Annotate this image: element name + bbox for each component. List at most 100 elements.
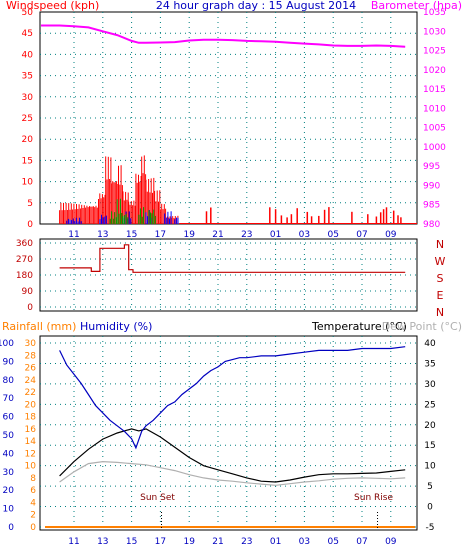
top-x-tick-label: 17	[155, 230, 166, 240]
wind-bars	[59, 155, 417, 224]
dew-point-axis-label: Dew Point (°C)	[382, 320, 462, 333]
rainfall-tick-label: 6	[30, 486, 36, 496]
humidity-axis-ticks: 0 10 20 30 40 50 60 70 80 90 100	[0, 339, 14, 533]
sun-annotations: Sun Set Sun Rise	[140, 493, 393, 530]
baro-tick-label: 990	[423, 181, 440, 191]
rainfall-tick-label: 24	[25, 376, 37, 386]
dew-point-line	[59, 460, 406, 486]
humidity-tick-label: 100	[0, 339, 14, 349]
baro-tick-label: 1025	[423, 47, 446, 57]
temperature-tick-label: -5	[426, 523, 435, 533]
top-x-tick-label: 07	[356, 230, 367, 240]
top-grid	[40, 12, 417, 224]
wind-tick-label: 5	[27, 199, 33, 209]
top-x-tick-label: 09	[385, 230, 397, 240]
humidity-tick-label: 60	[3, 413, 15, 423]
rainfall-tick-label: 12	[25, 449, 36, 459]
humidity-tick-label: 70	[3, 394, 15, 404]
compass-label: N	[436, 238, 444, 251]
bottom-x-tick-label: 15	[126, 537, 137, 547]
baro-tick-label: 1020	[423, 66, 446, 76]
bottom-x-axis-ticks: 11 13 15 17 19 21 23 01 03 05 07 09	[68, 537, 397, 547]
barometer-line	[41, 24, 406, 48]
top-x-tick-label: 21	[212, 230, 223, 240]
bottom-x-tick-label: 13	[97, 537, 108, 547]
rainfall-tick-label: 30	[25, 339, 37, 349]
baro-tick-label: 1010	[423, 104, 446, 114]
temperature-tick-label: 40	[424, 339, 436, 349]
humidity-tick-label: 30	[3, 468, 15, 478]
bottom-x-tick-label: 03	[299, 537, 310, 547]
compass-label: W	[435, 255, 446, 268]
wind-tick-label: 45	[22, 29, 33, 39]
wind-tick-label: 20	[22, 135, 34, 145]
temperature-tick-label: 35	[424, 359, 435, 369]
rainfall-axis-label: Rainfall (mm)	[2, 320, 76, 333]
direction-tick-label: 180	[16, 271, 33, 281]
direction-tick-label: 0	[27, 303, 33, 313]
baro-tick-label: 1030	[423, 27, 446, 37]
temperature-tick-label: 20	[424, 421, 436, 431]
rainfall-tick-label: 4	[30, 498, 36, 508]
bottom-x-tick-label: 09	[385, 537, 397, 547]
top-x-tick-label: 05	[327, 230, 338, 240]
rainfall-tick-label: 22	[25, 388, 36, 398]
rainfall-tick-label: 18	[25, 413, 37, 423]
top-x-tick-label: 11	[68, 230, 79, 240]
temperature-tick-label: 5	[427, 482, 433, 492]
rainfall-tick-label: 2	[30, 511, 36, 521]
wind-axis-ticks: 0 5 10 15 20 25 30 35 40 45 50	[22, 8, 34, 230]
humidity-tick-label: 0	[8, 523, 14, 533]
wind-tick-label: 15	[22, 156, 33, 166]
humidity-line	[59, 346, 406, 450]
temperature-tick-label: 30	[424, 380, 436, 390]
direction-tick-label: 360	[16, 239, 33, 249]
baro-axis-label: Barometer (hpa)	[371, 0, 462, 12]
temperature-tick-label: 0	[427, 503, 433, 513]
humidity-tick-label: 10	[3, 505, 15, 515]
baro-tick-label: 985	[423, 201, 440, 211]
humidity-tick-label: 50	[3, 431, 15, 441]
bottom-x-tick-label: 17	[155, 537, 166, 547]
wind-tick-label: 25	[22, 114, 33, 124]
compass-label: N	[436, 306, 444, 319]
baro-tick-label: 1005	[423, 124, 446, 134]
wind-tick-label: 50	[22, 8, 34, 18]
humidity-tick-label: 90	[3, 357, 15, 367]
rainfall-tick-label: 10	[25, 462, 37, 472]
compass-label: S	[437, 272, 444, 285]
wind-tick-label: 40	[22, 50, 34, 60]
bottom-x-tick-label: 07	[356, 537, 367, 547]
sun-annotation-label: Sun Set	[140, 493, 175, 503]
top-x-tick-label: 13	[97, 230, 108, 240]
bottom-x-tick-label: 01	[270, 537, 281, 547]
chart-title: 24 hour graph day : 15 August 2014	[156, 0, 356, 12]
wind-tick-label: 0	[27, 220, 33, 230]
rainfall-tick-label: 28	[25, 351, 37, 361]
sun-annotation-label: Sun Rise	[354, 493, 393, 503]
bottom-x-tick-label: 21	[212, 537, 223, 547]
rainfall-tick-label: 0	[30, 523, 36, 533]
temperature-tick-label: 25	[424, 400, 435, 410]
direction-tick-label: 270	[16, 255, 33, 265]
direction-axis-ticks: 0 90 180 270 360	[16, 239, 33, 313]
direction-tick-label: 90	[22, 287, 34, 297]
rainfall-tick-label: 14	[25, 437, 37, 447]
wind-tick-label: 30	[22, 93, 34, 103]
baro-axis-ticks: 980 985 990 995 1000 1005 1010 1015 1020 1025 1030…	[423, 8, 446, 230]
temperature-tick-label: 10	[424, 462, 436, 472]
temperature-line	[59, 428, 406, 483]
humidity-tick-label: 20	[3, 486, 15, 496]
top-x-axis-ticks: 11 13 15 17 19 21 23 01 03 05 07 09	[68, 230, 397, 240]
temperature-axis-label: Temperature (°C)	[311, 320, 407, 333]
baro-tick-label: 1000	[423, 143, 446, 153]
temperature-axis-ticks: -5 0 5 10 15 20 25 30 35 40	[424, 339, 436, 533]
rainfall-tick-label: 16	[25, 425, 37, 435]
temperature-tick-label: 15	[424, 441, 435, 451]
bottom-x-tick-label: 23	[241, 537, 252, 547]
baro-tick-label: 980	[423, 220, 440, 230]
humidity-axis-label: Humidity (%)	[80, 320, 152, 333]
